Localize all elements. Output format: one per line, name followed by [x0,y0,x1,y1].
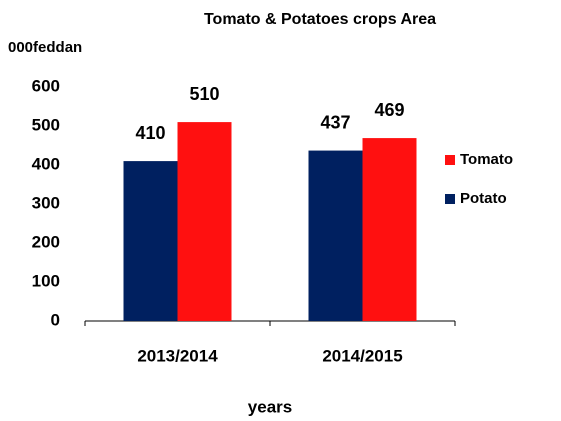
y-tick-label: 500 [32,115,60,134]
y-tick-label: 100 [32,271,60,290]
bar [362,138,417,321]
legend-swatch [445,194,455,204]
legend-label: Tomato [460,151,513,168]
chart-title: Tomato & Potatoes crops Area [204,11,436,28]
value-label: 410 [135,123,165,143]
value-label: 469 [374,100,404,120]
bar [177,122,232,321]
y-tick-label: 0 [51,310,60,329]
legend-swatch [445,155,455,165]
legend-label: Potato [460,190,507,207]
bar [123,161,178,321]
y-axis-label: 000feddan [8,39,82,56]
bar [308,150,363,321]
value-label: 510 [189,84,219,104]
y-tick-label: 600 [32,76,60,95]
y-tick-label: 300 [32,193,60,212]
x-axis-label: years [248,397,292,416]
y-tick-label: 200 [32,232,60,251]
x-tick-label: 2013/2014 [137,346,218,365]
x-tick-label: 2014/2015 [322,346,402,365]
y-tick-label: 400 [32,154,60,173]
value-label: 437 [320,112,350,132]
